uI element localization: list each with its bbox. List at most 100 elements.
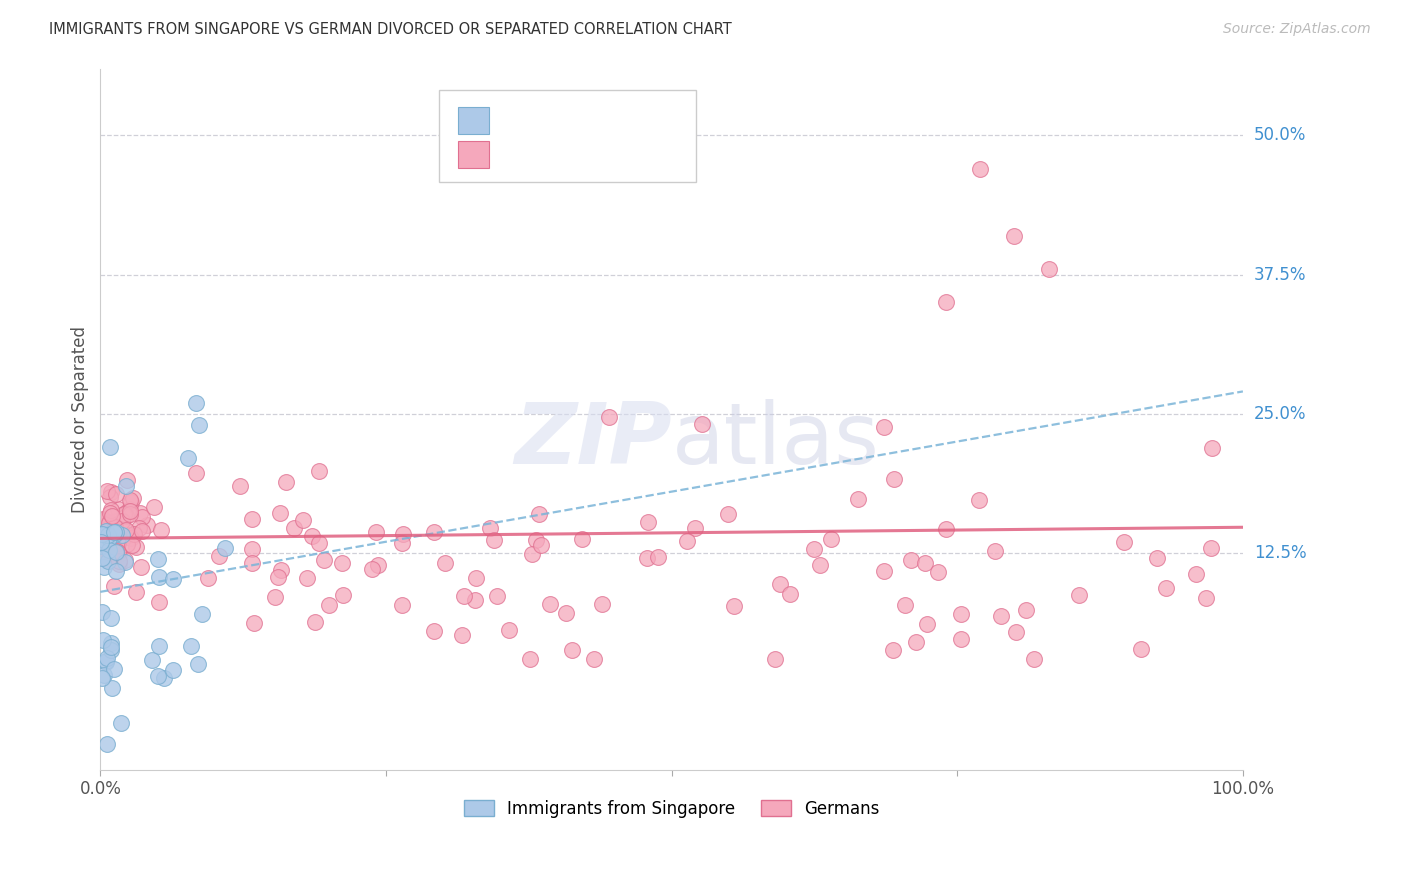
Point [1129, 642, 1152, 657]
Point [148, 594, 170, 608]
Point [100, 636, 122, 650]
Point [434, 556, 457, 570]
Point [882, 642, 904, 657]
Point [104, 544, 127, 558]
Point [100, 611, 122, 625]
Point [97, 543, 120, 558]
Point [883, 472, 905, 486]
Point [96, 546, 118, 560]
Point [873, 565, 896, 579]
Point [1154, 582, 1177, 596]
Text: 25.0%: 25.0% [1254, 405, 1306, 423]
Point [391, 527, 413, 541]
Point [96, 484, 118, 499]
Point [112, 508, 135, 522]
Point [101, 545, 124, 559]
Point [120, 495, 142, 509]
Point [1002, 228, 1025, 243]
Point [91, 527, 114, 541]
Point [1038, 262, 1060, 277]
Point [900, 553, 922, 567]
Point [291, 513, 314, 527]
Point [990, 608, 1012, 623]
Point [101, 536, 124, 550]
Point [111, 514, 134, 528]
Point [1015, 603, 1038, 617]
Point [935, 522, 957, 536]
Point [96, 650, 118, 665]
Point [690, 417, 713, 431]
Point [91, 528, 114, 542]
Text: atlas: atlas [672, 399, 880, 482]
Point [115, 537, 138, 551]
Point [308, 535, 330, 549]
Point [949, 632, 972, 646]
Point [117, 504, 139, 518]
Point [717, 507, 740, 521]
Point [304, 615, 326, 629]
Point [308, 464, 330, 478]
Point [873, 420, 896, 434]
Point [98, 532, 121, 546]
Text: R =: R = [503, 145, 540, 163]
Point [361, 562, 384, 576]
Point [100, 503, 122, 517]
Point [685, 521, 707, 535]
Point [107, 502, 129, 516]
Point [915, 616, 938, 631]
Point [131, 510, 153, 524]
Point [91, 513, 114, 527]
Point [240, 512, 263, 526]
Point [184, 467, 207, 481]
Point [197, 571, 219, 585]
Point [423, 524, 446, 539]
Point [186, 395, 208, 409]
Point [93, 525, 115, 540]
Point [180, 639, 202, 653]
Point [1199, 541, 1222, 555]
Point [94, 535, 117, 549]
Point [104, 544, 127, 558]
Point [112, 522, 135, 536]
Text: ZIP: ZIP [515, 399, 672, 482]
Point [91, 533, 114, 547]
Point [904, 635, 927, 649]
Point [647, 550, 669, 565]
Point [114, 555, 136, 569]
Point [94, 524, 117, 539]
Point [561, 642, 583, 657]
Point [894, 598, 917, 612]
Point [97, 531, 120, 545]
Point [104, 519, 127, 533]
Point [90, 671, 112, 685]
Point [451, 628, 474, 642]
Point [100, 640, 122, 655]
Point [104, 487, 127, 501]
Point [808, 558, 831, 573]
Point [100, 485, 122, 500]
Point [90, 539, 112, 553]
Point [332, 588, 354, 602]
Point [108, 558, 131, 572]
Point [598, 409, 620, 424]
Point [148, 569, 170, 583]
Point [1185, 566, 1208, 581]
Point [768, 577, 790, 591]
Point [318, 598, 340, 612]
Point [97, 535, 120, 549]
Point [129, 506, 152, 520]
Point [118, 502, 141, 516]
Point [243, 616, 266, 631]
Point [1146, 550, 1168, 565]
Point [276, 475, 298, 490]
Point [103, 523, 125, 537]
Point [114, 508, 136, 523]
Text: R =: R = [503, 112, 540, 129]
Text: N =: N = [596, 145, 633, 163]
Point [591, 597, 613, 611]
Point [538, 597, 561, 611]
Point [529, 508, 551, 522]
Point [191, 607, 214, 622]
Point [803, 542, 825, 557]
Point [636, 550, 658, 565]
